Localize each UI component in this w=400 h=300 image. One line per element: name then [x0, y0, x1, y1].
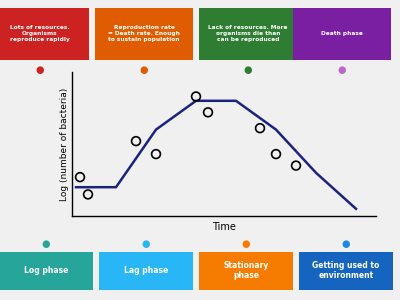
Point: [293, 163, 299, 168]
Text: Stationary
phase: Stationary phase: [223, 261, 269, 280]
Y-axis label: Log (number of bacteria): Log (number of bacteria): [60, 87, 69, 201]
Text: Lots of resources.
Organisms
reproduce rapidly: Lots of resources. Organisms reproduce r…: [10, 26, 70, 42]
Point: [273, 152, 279, 157]
Point: [205, 110, 211, 115]
Point: [257, 126, 263, 130]
Text: Reproduction rate
= Death rate. Enough
to sustain population: Reproduction rate = Death rate. Enough t…: [108, 26, 180, 42]
Text: Lag phase: Lag phase: [124, 266, 168, 275]
X-axis label: Time: Time: [212, 222, 236, 232]
Point: [193, 94, 199, 99]
Text: Death phase: Death phase: [321, 31, 363, 36]
Text: ●: ●: [338, 64, 346, 75]
Text: Getting used to
environment: Getting used to environment: [312, 261, 380, 280]
Text: ●: ●: [342, 238, 350, 249]
Point: [153, 152, 159, 157]
Text: ●: ●: [244, 64, 252, 75]
Text: ●: ●: [140, 64, 148, 75]
Point: [133, 139, 139, 143]
Point: [77, 175, 83, 179]
Text: ●: ●: [142, 238, 150, 249]
Text: ●: ●: [242, 238, 250, 249]
Text: Lack of resources. More
organisms die than
can be reproduced: Lack of resources. More organisms die th…: [208, 26, 288, 42]
Text: ●: ●: [36, 64, 44, 75]
Point: [85, 192, 91, 197]
Text: Log phase: Log phase: [24, 266, 68, 275]
Text: ●: ●: [42, 238, 50, 249]
